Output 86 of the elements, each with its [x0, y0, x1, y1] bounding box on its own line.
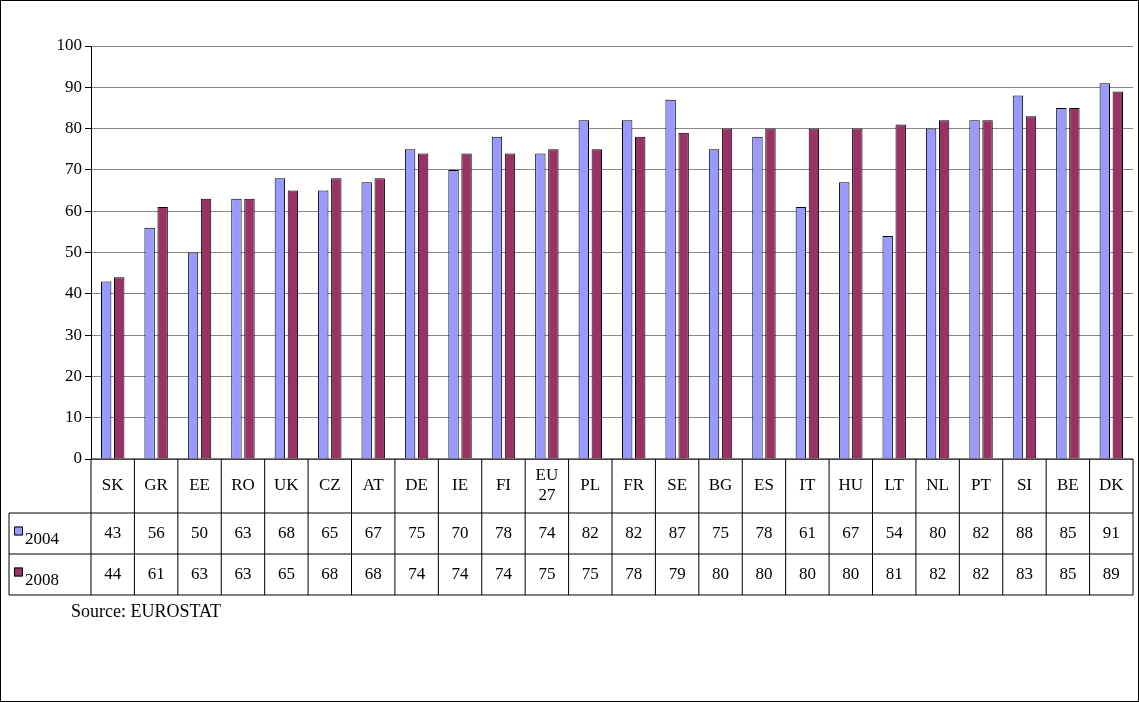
y-tick-label: 70 — [65, 159, 82, 179]
data-label: 74 — [538, 522, 556, 542]
data-label: 63 — [234, 563, 252, 583]
x-tick-label: NL — [926, 475, 949, 495]
data-label: 56 — [147, 522, 165, 542]
x-tick-label: IE — [452, 475, 469, 495]
data-label: 80 — [929, 522, 947, 542]
x-tick-label: SE — [667, 475, 688, 495]
x-tick-label: BE — [1057, 475, 1079, 495]
data-label: 70 — [451, 522, 469, 542]
data-label: 78 — [755, 522, 773, 542]
legend-label: 2004 — [25, 528, 60, 548]
data-label: 44 — [104, 563, 122, 583]
data-label: 75 — [538, 563, 556, 583]
data-label: 85 — [1059, 563, 1077, 583]
x-tick-label: IT — [799, 475, 817, 495]
data-label: 83 — [1015, 563, 1033, 583]
data-label: 82 — [929, 563, 947, 583]
data-label: 89 — [1102, 563, 1120, 583]
data-label: 91 — [1102, 522, 1120, 542]
data-label: 75 — [581, 563, 599, 583]
data-label: 75 — [408, 522, 426, 542]
data-label: 68 — [277, 522, 295, 542]
y-tick-label: 60 — [65, 200, 82, 220]
data-label: 63 — [234, 522, 252, 542]
data-label: 74 — [408, 563, 426, 583]
y-tick-label: 20 — [65, 365, 82, 385]
y-tick-label: 0 — [73, 448, 82, 468]
data-label: 67 — [364, 522, 383, 542]
y-tick-label: 50 — [65, 241, 82, 261]
y-tick-label: 30 — [65, 324, 82, 344]
x-tick-label: EU 27 — [535, 465, 559, 505]
data-label: 65 — [277, 563, 295, 583]
x-tick-label: PT — [971, 475, 992, 495]
data-label: 67 — [842, 522, 860, 542]
x-tick-label: LT — [884, 475, 905, 495]
data-label: 81 — [885, 563, 903, 583]
data-label: 78 — [494, 522, 512, 542]
x-tick-label: CZ — [318, 475, 341, 495]
data-label: 50 — [191, 522, 209, 542]
x-tick-label: HU — [838, 475, 864, 495]
x-tick-label: UK — [274, 475, 300, 495]
data-label: 80 — [755, 563, 773, 583]
x-tick-label: FR — [623, 475, 645, 495]
y-tick-label: 80 — [65, 118, 82, 138]
data-label: 82 — [581, 522, 599, 542]
data-label: 61 — [147, 563, 165, 583]
data-label: 78 — [625, 563, 643, 583]
data-label: 82 — [625, 522, 643, 542]
x-tick-label: EE — [189, 475, 210, 495]
x-tick-label: AT — [362, 475, 385, 495]
data-label: 79 — [668, 563, 686, 583]
x-tick-label: SI — [1016, 475, 1033, 495]
data-label: 85 — [1059, 522, 1077, 542]
y-tick-label: 100 — [56, 35, 82, 55]
data-label: 75 — [712, 522, 730, 542]
data-label: 63 — [191, 563, 209, 583]
x-tick-label: ES — [754, 475, 774, 495]
data-label: 74 — [451, 563, 470, 583]
data-label: 82 — [972, 563, 990, 583]
source-note: Source: EUROSTAT — [71, 601, 222, 622]
y-tick-label: 40 — [65, 283, 82, 303]
x-tick-label: DE — [405, 475, 428, 495]
x-tick-label: PL — [580, 475, 601, 495]
data-label: 82 — [972, 522, 990, 542]
x-tick-label: GR — [144, 475, 169, 495]
data-label: 80 — [798, 563, 816, 583]
data-label: 80 — [842, 563, 860, 583]
data-label: 65 — [321, 522, 339, 542]
data-label: 68 — [364, 563, 382, 583]
data-label: 68 — [321, 563, 339, 583]
data-label: 61 — [798, 522, 816, 542]
x-tick-label: RO — [231, 475, 255, 495]
data-label: 88 — [1015, 522, 1033, 542]
legend-label: 2008 — [25, 569, 59, 589]
y-tick-label: 90 — [65, 76, 82, 96]
x-tick-label: SK — [101, 475, 125, 495]
data-label: 43 — [104, 522, 122, 542]
data-label: 74 — [494, 563, 513, 583]
data-label: 87 — [668, 522, 687, 542]
x-tick-label: FI — [495, 475, 512, 495]
data-label: 80 — [712, 563, 730, 583]
x-tick-label: DK — [1099, 475, 1125, 495]
y-tick-label: 10 — [65, 407, 82, 427]
data-label: 54 — [885, 522, 904, 542]
x-tick-label: BG — [708, 475, 733, 495]
